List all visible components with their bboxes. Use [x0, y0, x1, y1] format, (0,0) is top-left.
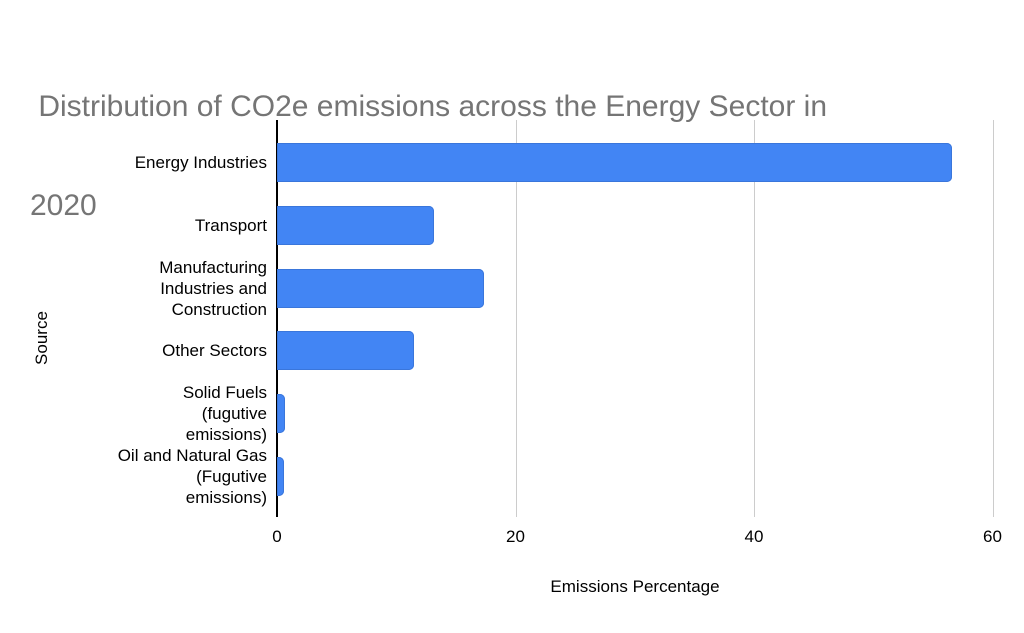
x-tick-label-0: 0 [272, 527, 282, 546]
gridline-60 [992, 120, 994, 517]
chart-title-line-2: 2020 [30, 189, 97, 222]
category-label: Transport [72, 183, 267, 267]
y-axis-title: Source [32, 311, 51, 365]
category-label-line: Manufacturing [159, 257, 267, 277]
bar-energy-industries[interactable] [277, 143, 952, 182]
category-label-line: Construction [171, 299, 267, 319]
category-label-line: Industries and [160, 278, 267, 298]
category-label: Oil and Natural Gas (Fugutive emissions) [72, 435, 267, 519]
category-label: Solid Fuels (fugutive emissions) [72, 372, 267, 456]
x-tick-label-60: 60 [983, 527, 1002, 546]
x-tick-label-20: 20 [506, 527, 525, 546]
x-tick-label-40: 40 [744, 527, 764, 546]
gridline-20 [515, 120, 517, 517]
chart-title-line-1: Distribution of CO2e emissions across th… [30, 90, 828, 123]
bar-manufacturing-industries-and-construction[interactable] [277, 268, 485, 308]
bar-other-sectors[interactable] [277, 331, 415, 371]
category-label-line: (Fugutive [196, 467, 267, 486]
category-label-line: Other Sectors [162, 341, 267, 361]
category-label: Manufacturing Industries and Construction [72, 246, 267, 330]
category-label-line: Transport [194, 215, 267, 235]
x-axis-title: Emissions Percentage [550, 577, 720, 596]
category-label-line: emissions) [185, 425, 267, 445]
category-label-line: Oil and Natural Gas [117, 446, 267, 465]
baseline-axis [276, 120, 278, 517]
category-label: Other Sectors [72, 309, 267, 393]
gridline-40 [754, 120, 755, 517]
category-label: Energy Industries [72, 121, 267, 205]
bar-oil-and-natural-gas-fugutive-emissions[interactable] [277, 457, 285, 496]
chart-title: Distribution of CO2e emissions across th… [30, 24, 1005, 288]
category-label-line: Solid Fuels [182, 383, 267, 403]
category-label-line: emissions) [185, 488, 267, 507]
bar-solid-fuels-fugutive-emissions[interactable] [277, 394, 286, 434]
category-label-line: Energy Industries [134, 153, 267, 172]
category-label-line: (fugutive [201, 404, 267, 424]
bar-transport[interactable] [277, 205, 435, 245]
